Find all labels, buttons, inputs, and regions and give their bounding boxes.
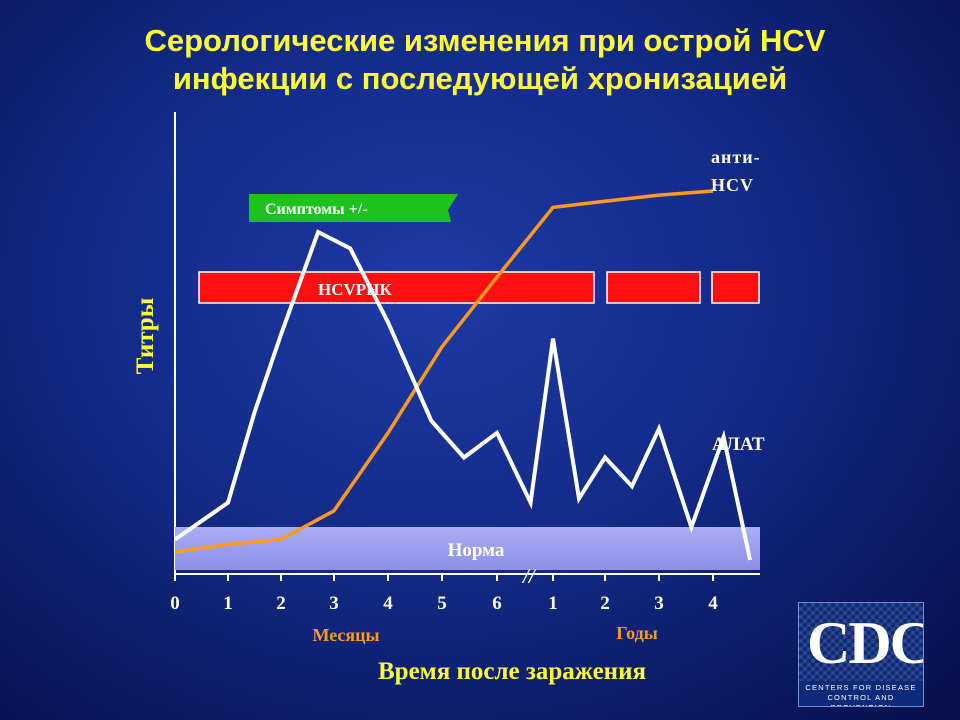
logo-mark: CDC bbox=[807, 610, 924, 676]
series-points bbox=[175, 191, 750, 560]
norma-label: Норма bbox=[448, 540, 505, 561]
symptoms-band: Симптомы +/- bbox=[249, 194, 458, 222]
hcv-rnk-label: HCVРНК bbox=[318, 280, 392, 299]
logo-text: CENTERS FOR DISEASE CONTROL AND PREVENTI… bbox=[799, 683, 923, 706]
legend-anti-hcv-line2: HCV bbox=[711, 175, 754, 195]
x-tick-label: 6 bbox=[492, 593, 502, 614]
x-tick-label: 2 bbox=[600, 593, 610, 614]
title-line-2: инфекции с последующей хронизацией bbox=[172, 61, 788, 96]
legend-anti-hcv-line1: анти- bbox=[711, 147, 761, 167]
axes bbox=[174, 112, 760, 581]
x-ticks bbox=[174, 574, 714, 581]
x-tick-label: 3 bbox=[654, 593, 664, 614]
x-axis-label: Время после заражения bbox=[378, 658, 646, 685]
x-tick-labels: 0 1 2 3 4 5 6 1 2 3 4 bbox=[170, 593, 718, 614]
series-line-anti-hcv bbox=[174, 189, 714, 554]
x-tick-label: 3 bbox=[329, 593, 339, 614]
x-tick-label: 4 bbox=[708, 593, 718, 614]
axis-break-marker: // bbox=[521, 564, 537, 588]
x-tick-label: 5 bbox=[437, 593, 447, 614]
symptoms-shape bbox=[249, 194, 458, 222]
logo-line-1: CENTERS FOR DISEASE bbox=[805, 683, 917, 692]
logo-line-2: CONTROL AND PREVENTION bbox=[827, 693, 895, 706]
y-axis-label: Титры bbox=[132, 298, 159, 374]
symptoms-label: Симптомы +/- bbox=[265, 201, 368, 218]
hcv-rnk-segment bbox=[198, 271, 595, 304]
x-group-years: Годы bbox=[616, 623, 658, 643]
chart-title: Серологические изменения при острой HCV … bbox=[0, 22, 960, 98]
x-tick-label: 1 bbox=[223, 593, 233, 614]
logo-pattern bbox=[799, 603, 923, 681]
series-line-alat bbox=[173, 229, 753, 561]
legend-alat: АЛАТ bbox=[712, 434, 765, 455]
x-tick-label: 2 bbox=[276, 593, 286, 614]
x-tick-label: 0 bbox=[170, 593, 180, 614]
x-tick-label: 4 bbox=[383, 593, 393, 614]
cdc-logo: CDC CENTERS FOR DISEASE CONTROL AND PREV… bbox=[798, 602, 924, 707]
hcv-rnk-segment bbox=[711, 271, 760, 304]
x-group-months: Месяцы bbox=[312, 625, 379, 645]
x-tick-label: 1 bbox=[548, 593, 558, 614]
hcv-rnk-band: HCVРНК bbox=[198, 271, 760, 304]
hcv-rnk-segment bbox=[606, 271, 701, 304]
norma-band bbox=[175, 527, 760, 570]
title-line-1: Серологические изменения при острой HCV bbox=[144, 23, 826, 58]
